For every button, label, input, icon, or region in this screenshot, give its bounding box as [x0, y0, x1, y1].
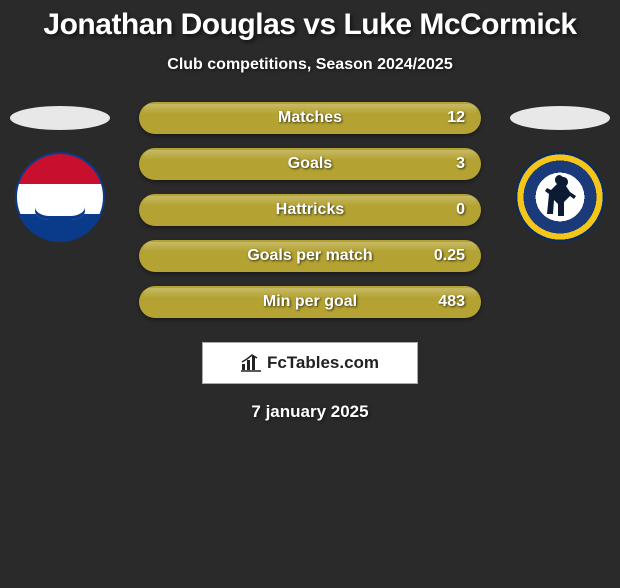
stat-value: 0 [456, 201, 465, 219]
stat-row-matches: Matches 12 [139, 102, 481, 134]
stat-value: 483 [438, 293, 465, 311]
stat-label: Goals [288, 155, 332, 173]
brand-text: FcTables.com [267, 353, 379, 373]
stat-value: 3 [456, 155, 465, 173]
page-title: Jonathan Douglas vs Luke McCormick [0, 8, 620, 42]
stat-value: 0.25 [434, 247, 465, 265]
right-player-column [500, 102, 620, 242]
stat-label: Min per goal [263, 293, 357, 311]
right-club-crest [515, 152, 605, 242]
pirate-silhouette-icon [540, 172, 580, 222]
right-player-name-oval [510, 106, 610, 130]
stat-rows: Matches 12 Goals 3 Hattricks 0 Goals per… [139, 102, 481, 318]
date-text: 7 january 2025 [0, 402, 620, 422]
stat-row-mpg: Min per goal 483 [139, 286, 481, 318]
left-player-name-oval [10, 106, 110, 130]
stat-row-hattricks: Hattricks 0 [139, 194, 481, 226]
stat-row-gpm: Goals per match 0.25 [139, 240, 481, 272]
left-club-crest [15, 152, 105, 242]
brand-box: FcTables.com [202, 342, 418, 384]
stat-label: Goals per match [247, 247, 372, 265]
stat-value: 12 [447, 109, 465, 127]
left-player-column [0, 102, 120, 242]
page-subtitle: Club competitions, Season 2024/2025 [0, 56, 620, 74]
stat-row-goals: Goals 3 [139, 148, 481, 180]
stat-label: Hattricks [276, 201, 344, 219]
comparison-content: Matches 12 Goals 3 Hattricks 0 Goals per… [0, 102, 620, 422]
stat-label: Matches [278, 109, 342, 127]
bar-chart-icon [241, 354, 263, 372]
